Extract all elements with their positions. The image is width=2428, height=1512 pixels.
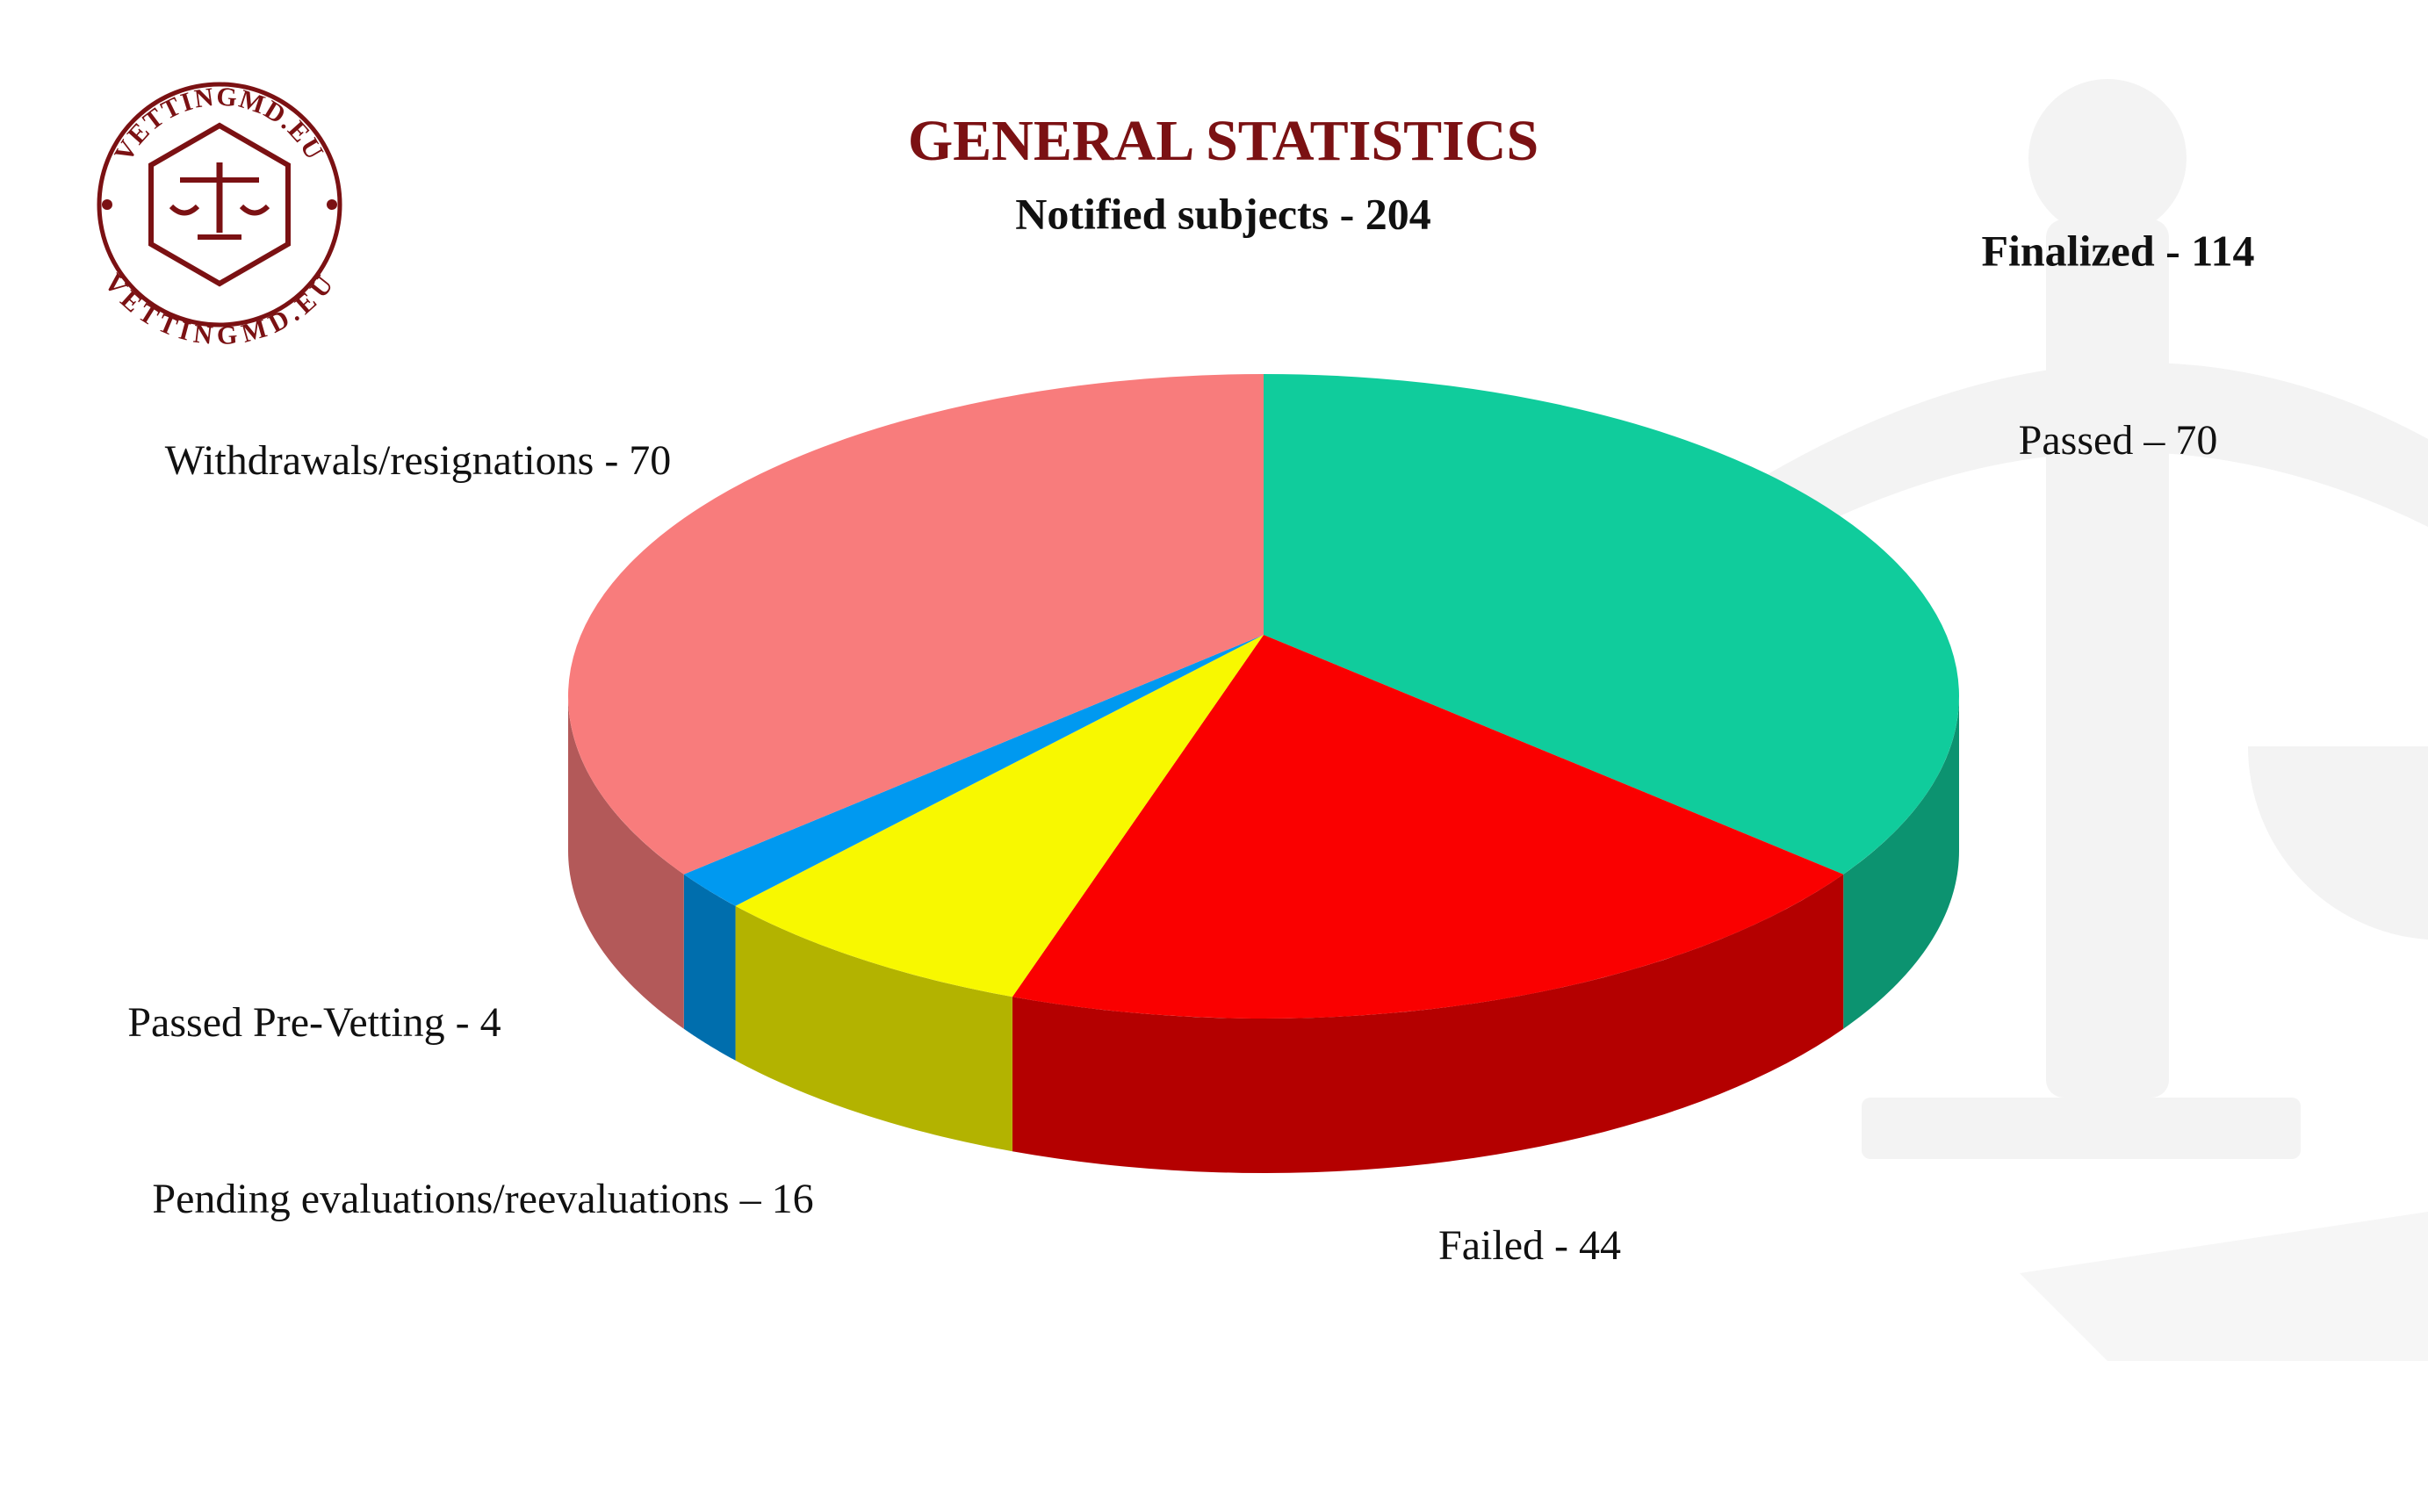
pie-slice [683, 635, 1264, 906]
logo [97, 82, 342, 328]
logo-dot [102, 199, 112, 210]
slice-label: Withdrawals/resignations - 70 [165, 437, 672, 484]
logo-dot [327, 199, 337, 210]
slice-label: Passed – 70 [2019, 417, 2218, 464]
slice-side [735, 905, 1012, 1152]
pie-slice [568, 374, 1264, 875]
logo-ring [97, 82, 342, 328]
slice-side [683, 874, 736, 1061]
pie [568, 374, 1959, 1173]
pie-slice [1264, 374, 1959, 875]
chart-subtitle: Notified subjects - 204 [1015, 189, 1431, 238]
slice-side [1012, 874, 1844, 1173]
logo-scale-pans [169, 204, 270, 240]
annotation: Finalized - 114 [1981, 226, 2254, 275]
slice-label: Failed - 44 [1438, 1222, 1621, 1269]
watermark [1739, 79, 2428, 1361]
slice-side [1843, 696, 1959, 1029]
pie-slice [735, 635, 1264, 997]
chart-title: GENERAL STATISTICS [908, 109, 1538, 173]
logo-hexagon [148, 122, 291, 287]
slice-label: Passed Pre-Vetting - 4 [127, 999, 501, 1046]
slice-label: Pending evaluations/reevaluations – 16 [152, 1176, 813, 1222]
pie-slice [1012, 635, 1844, 1019]
slice-side [568, 696, 684, 1029]
